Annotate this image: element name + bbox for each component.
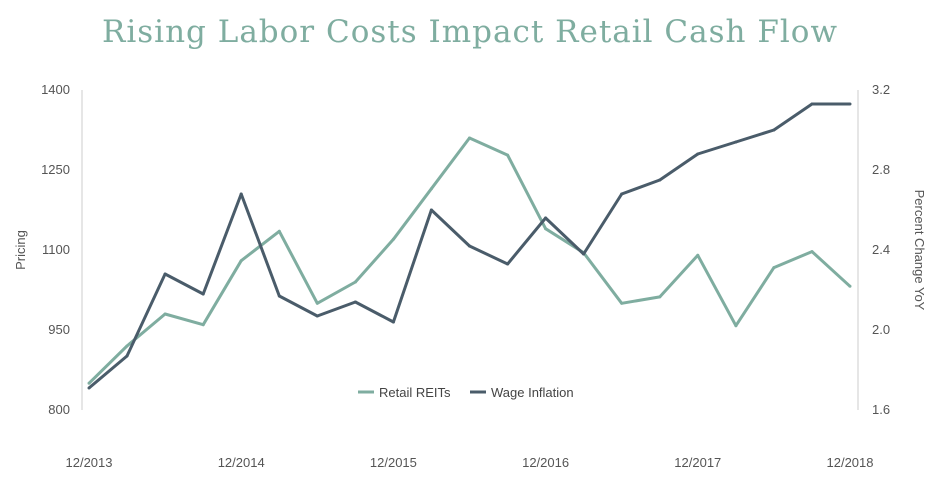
y-tick-label: 800 — [48, 402, 70, 417]
data-point-retail-reits — [239, 259, 243, 263]
data-point-wage-inflation — [87, 386, 91, 390]
left-tick-labels: 1400 1250 1100 950 800 — [41, 82, 70, 417]
series-line-retail-reits — [87, 136, 852, 385]
y-axis-label: Pricing — [13, 230, 28, 270]
data-point-wage-inflation — [848, 102, 852, 106]
x-tick-labels: 12/2013 12/2014 12/2015 12/2016 12/2017 12/20… — [66, 455, 874, 470]
data-point-wage-inflation — [429, 208, 433, 212]
data-point-wage-inflation — [125, 354, 129, 358]
x-tick-label: 12/2016 — [522, 455, 569, 470]
right-tick-labels: 3.2 2.8 2.4 2.0 1.6 — [872, 82, 890, 417]
data-point-retail-reits — [201, 323, 205, 327]
data-point-retail-reits — [810, 250, 814, 254]
data-point-wage-inflation — [810, 102, 814, 106]
data-point-retail-reits — [125, 344, 129, 348]
data-point-wage-inflation — [582, 252, 586, 256]
data-point-wage-inflation — [277, 294, 281, 298]
data-point-retail-reits — [163, 312, 167, 316]
y-tick-label: 1250 — [41, 162, 70, 177]
legend-label-retail-reits: Retail REITs — [379, 385, 451, 400]
data-point-retail-reits — [620, 301, 624, 305]
y2-tick-label: 2.8 — [872, 162, 890, 177]
y2-tick-label: 1.6 — [872, 402, 890, 417]
data-point-retail-reits — [277, 229, 281, 233]
data-point-wage-inflation — [658, 178, 662, 182]
data-point-retail-reits — [772, 266, 776, 270]
data-point-wage-inflation — [201, 292, 205, 296]
y2-tick-label: 3.2 — [872, 82, 890, 97]
data-point-retail-reits — [506, 153, 510, 157]
x-tick-label: 12/2014 — [218, 455, 265, 470]
x-tick-label: 12/2017 — [674, 455, 721, 470]
data-point-wage-inflation — [506, 262, 510, 266]
data-point-wage-inflation — [620, 192, 624, 196]
data-point-retail-reits — [848, 284, 852, 288]
legend-label-wage-inflation: Wage Inflation — [491, 385, 574, 400]
data-point-wage-inflation — [353, 300, 357, 304]
x-tick-label: 12/2015 — [370, 455, 417, 470]
x-tick-label: 12/2013 — [66, 455, 113, 470]
y2-axis-label: Percent Change YoY — [912, 190, 927, 311]
data-point-retail-reits — [391, 237, 395, 241]
data-point-wage-inflation — [239, 192, 243, 196]
data-point-retail-reits — [544, 227, 548, 231]
data-point-retail-reits — [353, 280, 357, 284]
data-point-wage-inflation — [696, 152, 700, 156]
chart-title: Rising Labor Costs Impact Retail Cash Fl… — [102, 14, 838, 50]
y2-tick-label: 2.4 — [872, 242, 890, 257]
data-point-wage-inflation — [772, 128, 776, 132]
series-lines — [87, 102, 852, 390]
data-point-wage-inflation — [315, 314, 319, 318]
data-point-retail-reits — [658, 295, 662, 299]
data-point-wage-inflation — [468, 244, 471, 248]
y-tick-label: 950 — [48, 322, 70, 337]
data-point-retail-reits — [315, 301, 319, 305]
data-point-retail-reits — [696, 253, 700, 257]
data-point-wage-inflation — [163, 272, 167, 276]
data-point-retail-reits — [87, 381, 91, 385]
data-point-retail-reits — [429, 187, 433, 191]
data-point-wage-inflation — [544, 216, 548, 220]
data-point-retail-reits — [468, 136, 471, 140]
data-point-retail-reits — [734, 324, 738, 328]
legend: Retail REITs Wage Inflation — [358, 385, 574, 400]
y2-tick-label: 2.0 — [872, 322, 890, 337]
y-tick-label: 1400 — [41, 82, 70, 97]
data-point-wage-inflation — [391, 320, 395, 324]
data-point-wage-inflation — [734, 140, 738, 144]
y-tick-label: 1100 — [42, 242, 70, 257]
x-tick-label: 12/2018 — [827, 455, 874, 470]
